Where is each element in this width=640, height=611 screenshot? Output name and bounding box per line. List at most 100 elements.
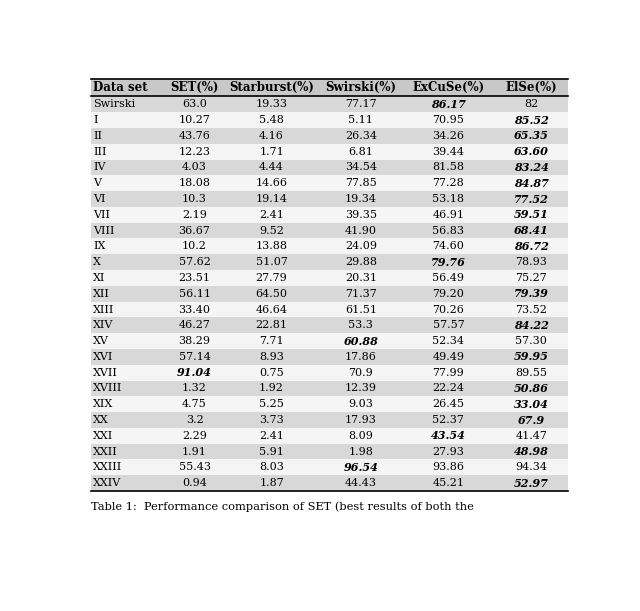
Bar xyxy=(91,381,568,397)
Text: 39.44: 39.44 xyxy=(433,147,465,156)
Text: 96.54: 96.54 xyxy=(344,462,378,473)
Text: 57.30: 57.30 xyxy=(515,336,547,346)
Text: 64.50: 64.50 xyxy=(255,289,287,299)
Text: 4.44: 4.44 xyxy=(259,163,284,172)
Text: 8.09: 8.09 xyxy=(349,431,373,441)
Text: 43.76: 43.76 xyxy=(179,131,211,141)
Text: 13.88: 13.88 xyxy=(255,241,287,251)
Text: 57.14: 57.14 xyxy=(179,352,211,362)
Text: 75.27: 75.27 xyxy=(515,273,547,283)
Text: 38.29: 38.29 xyxy=(179,336,211,346)
Bar xyxy=(91,144,568,159)
Bar xyxy=(91,207,568,222)
Text: 9.52: 9.52 xyxy=(259,225,284,236)
Text: 41.47: 41.47 xyxy=(515,431,547,441)
Bar xyxy=(91,238,568,254)
Text: 19.14: 19.14 xyxy=(255,194,287,204)
Text: Table 1:  Performance comparison of SET (best results of both the: Table 1: Performance comparison of SET (… xyxy=(91,502,474,513)
Text: 5.11: 5.11 xyxy=(349,115,373,125)
Bar xyxy=(91,191,568,207)
Text: 41.90: 41.90 xyxy=(345,225,377,236)
Text: 0.75: 0.75 xyxy=(259,368,284,378)
Text: 74.60: 74.60 xyxy=(433,241,465,251)
Text: 77.28: 77.28 xyxy=(433,178,464,188)
Text: V: V xyxy=(93,178,101,188)
Text: 73.52: 73.52 xyxy=(515,304,547,315)
Text: 17.93: 17.93 xyxy=(345,415,377,425)
Text: 70.26: 70.26 xyxy=(433,304,465,315)
Text: 2.29: 2.29 xyxy=(182,431,207,441)
Text: ExCuSe(%): ExCuSe(%) xyxy=(412,81,484,95)
Text: 46.27: 46.27 xyxy=(179,320,211,331)
Text: XXI: XXI xyxy=(93,431,113,441)
Text: 34.54: 34.54 xyxy=(345,163,377,172)
Text: 53.3: 53.3 xyxy=(349,320,373,331)
Text: IV: IV xyxy=(93,163,106,172)
Text: I: I xyxy=(93,115,98,125)
Text: XX: XX xyxy=(93,415,109,425)
Text: VII: VII xyxy=(93,210,110,220)
Text: 26.45: 26.45 xyxy=(433,399,465,409)
Bar xyxy=(91,286,568,302)
Text: 2.19: 2.19 xyxy=(182,210,207,220)
Text: 55.43: 55.43 xyxy=(179,463,211,472)
Text: Swirski(%): Swirski(%) xyxy=(325,81,396,95)
Text: 59.51: 59.51 xyxy=(514,210,548,221)
Text: 45.21: 45.21 xyxy=(433,478,465,488)
Text: 57.62: 57.62 xyxy=(179,257,211,267)
Bar xyxy=(91,112,568,128)
Text: 1.91: 1.91 xyxy=(182,447,207,456)
Text: 33.40: 33.40 xyxy=(179,304,211,315)
Text: 57.57: 57.57 xyxy=(433,320,464,331)
Bar xyxy=(91,412,568,428)
Text: 78.93: 78.93 xyxy=(515,257,547,267)
Text: 85.52: 85.52 xyxy=(514,115,548,126)
Text: 5.91: 5.91 xyxy=(259,447,284,456)
Text: 70.9: 70.9 xyxy=(349,368,373,378)
Text: VIII: VIII xyxy=(93,225,115,236)
Text: 53.18: 53.18 xyxy=(433,194,465,204)
Text: 39.35: 39.35 xyxy=(345,210,377,220)
Text: 34.26: 34.26 xyxy=(433,131,465,141)
Text: 89.55: 89.55 xyxy=(515,368,547,378)
Text: 0.94: 0.94 xyxy=(182,478,207,488)
Text: 4.16: 4.16 xyxy=(259,131,284,141)
Text: 77.85: 77.85 xyxy=(345,178,377,188)
Text: 52.37: 52.37 xyxy=(433,415,465,425)
Text: 24.09: 24.09 xyxy=(345,241,377,251)
Text: 46.64: 46.64 xyxy=(255,304,287,315)
Text: XII: XII xyxy=(93,289,110,299)
Bar xyxy=(91,349,568,365)
Bar xyxy=(91,270,568,286)
Text: XXIII: XXIII xyxy=(93,463,122,472)
Bar xyxy=(91,128,568,144)
Text: 49.49: 49.49 xyxy=(433,352,465,362)
Text: 2.41: 2.41 xyxy=(259,431,284,441)
Text: 93.86: 93.86 xyxy=(433,463,465,472)
Text: 19.33: 19.33 xyxy=(255,100,287,109)
Text: 63.60: 63.60 xyxy=(514,146,548,157)
Bar xyxy=(91,79,568,97)
Text: 12.23: 12.23 xyxy=(179,147,211,156)
Text: 18.08: 18.08 xyxy=(179,178,211,188)
Text: 4.03: 4.03 xyxy=(182,163,207,172)
Text: Starburst(%): Starburst(%) xyxy=(229,81,314,95)
Bar xyxy=(91,175,568,191)
Text: 8.03: 8.03 xyxy=(259,463,284,472)
Text: 12.39: 12.39 xyxy=(345,384,377,393)
Text: XXIV: XXIV xyxy=(93,478,122,488)
Bar xyxy=(91,444,568,459)
Text: 68.41: 68.41 xyxy=(514,225,548,236)
Text: 71.37: 71.37 xyxy=(345,289,377,299)
Text: XIV: XIV xyxy=(93,320,113,331)
Bar xyxy=(91,222,568,238)
Text: ElSe(%): ElSe(%) xyxy=(506,81,557,95)
Text: 22.81: 22.81 xyxy=(255,320,287,331)
Bar xyxy=(91,97,568,112)
Text: 7.71: 7.71 xyxy=(259,336,284,346)
Text: 36.67: 36.67 xyxy=(179,225,211,236)
Text: 56.11: 56.11 xyxy=(179,289,211,299)
Text: 14.66: 14.66 xyxy=(255,178,287,188)
Text: X: X xyxy=(93,257,101,267)
Text: 48.98: 48.98 xyxy=(514,446,548,457)
